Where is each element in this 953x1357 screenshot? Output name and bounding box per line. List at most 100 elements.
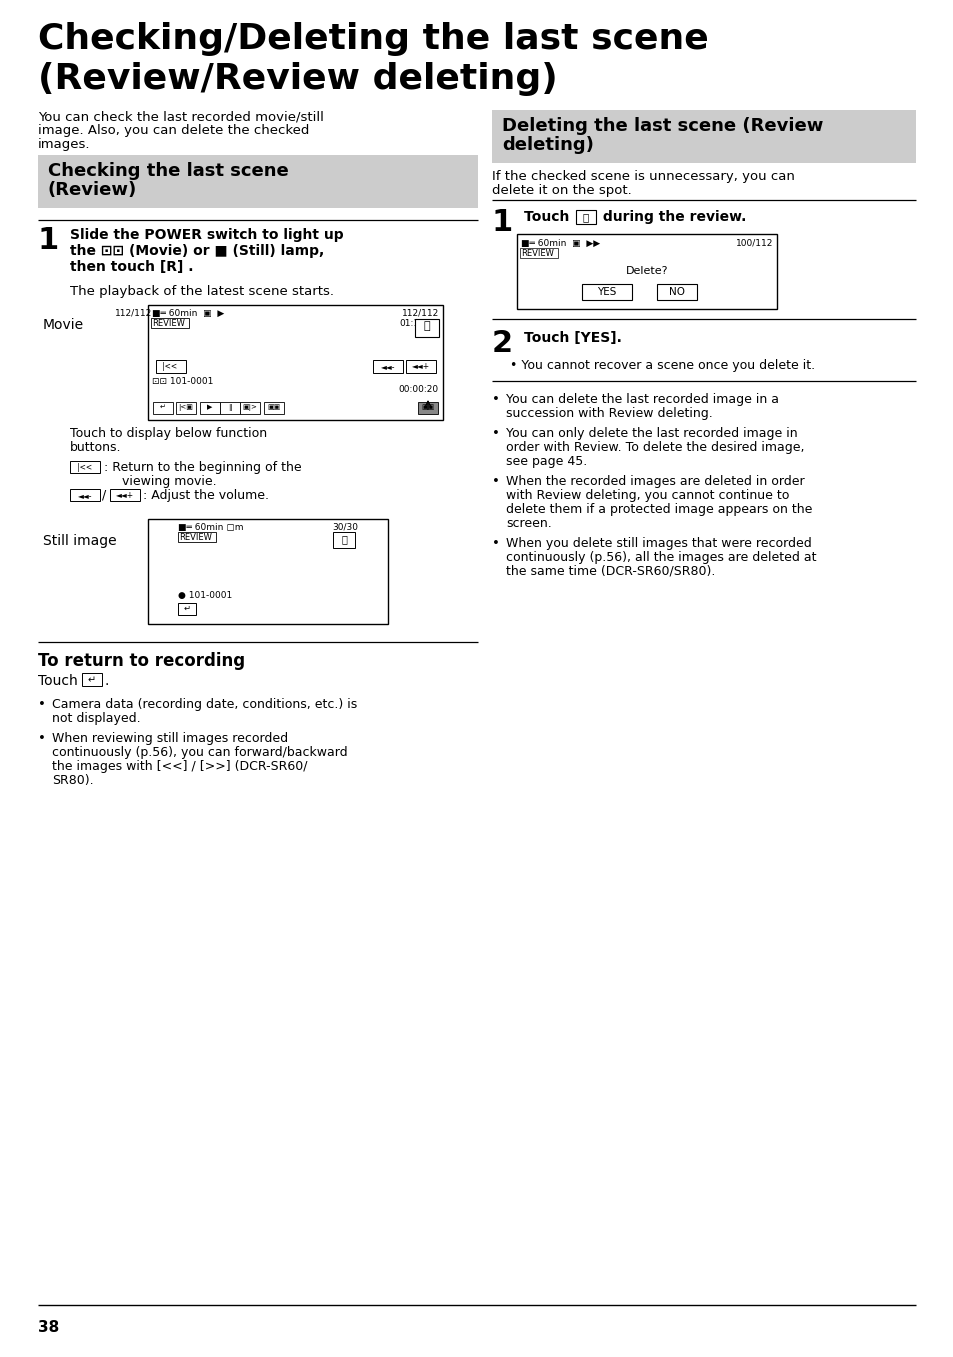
Text: |<<: |<< bbox=[162, 362, 179, 370]
Text: : Return to the beginning of the: : Return to the beginning of the bbox=[104, 461, 301, 474]
Text: •: • bbox=[38, 731, 46, 745]
Text: Touch: Touch bbox=[523, 210, 574, 224]
Text: /: / bbox=[102, 489, 106, 502]
Text: buttons.: buttons. bbox=[70, 441, 121, 455]
Text: delete them if a protected image appears on the: delete them if a protected image appears… bbox=[505, 503, 812, 516]
Text: •: • bbox=[492, 475, 499, 489]
Text: (Review): (Review) bbox=[48, 180, 137, 199]
Text: 1: 1 bbox=[38, 227, 59, 255]
Text: 112/112: 112/112 bbox=[114, 309, 152, 318]
Text: continuously (p.56), all the images are deleted at: continuously (p.56), all the images are … bbox=[505, 551, 816, 565]
Text: REVIEW: REVIEW bbox=[179, 533, 212, 541]
Text: ⓞ: ⓞ bbox=[423, 322, 430, 331]
Text: Deleting the last scene (Review: Deleting the last scene (Review bbox=[501, 117, 822, 134]
Text: images.: images. bbox=[38, 138, 91, 151]
Text: Delete?: Delete? bbox=[625, 266, 667, 275]
Text: .: . bbox=[105, 674, 110, 688]
Text: ↵: ↵ bbox=[88, 674, 96, 685]
Bar bbox=[517, 233, 776, 309]
Bar bbox=[581, 284, 631, 300]
Text: Still image: Still image bbox=[43, 535, 116, 548]
Text: the ⊡⊡ (Movie) or ■ (Still) lamp,: the ⊡⊡ (Movie) or ■ (Still) lamp, bbox=[70, 244, 324, 258]
Text: 2: 2 bbox=[492, 328, 513, 358]
Text: Movie: Movie bbox=[43, 318, 84, 332]
Text: To return to recording: To return to recording bbox=[38, 651, 245, 670]
Text: ⓞ: ⓞ bbox=[341, 535, 347, 544]
Text: ■═ 60min  ▣  ▶▶: ■═ 60min ▣ ▶▶ bbox=[520, 239, 599, 248]
Text: Touch: Touch bbox=[38, 674, 77, 688]
Text: REVIEW: REVIEW bbox=[152, 319, 185, 328]
Text: REVIEW: REVIEW bbox=[520, 248, 554, 258]
Bar bbox=[240, 402, 260, 414]
Text: ◄◄-: ◄◄- bbox=[380, 362, 395, 370]
Bar bbox=[492, 110, 915, 163]
Text: ■═ 60min  ▣  ▶: ■═ 60min ▣ ▶ bbox=[152, 309, 224, 318]
Bar bbox=[200, 402, 220, 414]
Text: 30/30: 30/30 bbox=[332, 522, 357, 532]
Text: ↵: ↵ bbox=[160, 404, 166, 410]
Text: •: • bbox=[492, 394, 499, 406]
Text: not displayed.: not displayed. bbox=[52, 712, 140, 725]
Text: NO: NO bbox=[668, 286, 684, 297]
Bar bbox=[151, 318, 189, 328]
Text: •: • bbox=[492, 537, 499, 550]
Bar bbox=[657, 284, 697, 300]
Text: If the checked scene is unnecessary, you can: If the checked scene is unnecessary, you… bbox=[492, 170, 794, 183]
Text: When you delete still images that were recorded: When you delete still images that were r… bbox=[505, 537, 811, 550]
Text: ▣▣: ▣▣ bbox=[267, 404, 280, 410]
Bar bbox=[406, 360, 436, 373]
Text: ◄◄+: ◄◄+ bbox=[116, 491, 134, 499]
Bar bbox=[333, 532, 355, 548]
Text: during the review.: during the review. bbox=[598, 210, 745, 224]
Text: The playback of the latest scene starts.: The playback of the latest scene starts. bbox=[70, 285, 334, 299]
Text: You can only delete the last recorded image in: You can only delete the last recorded im… bbox=[505, 427, 797, 440]
Text: 100/112: 100/112 bbox=[735, 239, 772, 248]
Bar bbox=[148, 518, 175, 624]
Text: then touch [R] .: then touch [R] . bbox=[70, 261, 193, 274]
Text: Touch to display below function: Touch to display below function bbox=[70, 427, 267, 440]
Text: screen.: screen. bbox=[505, 517, 551, 531]
Text: REVIEW: REVIEW bbox=[152, 319, 187, 328]
Bar bbox=[519, 248, 558, 258]
Text: succession with Review deleting.: succession with Review deleting. bbox=[505, 407, 712, 421]
Bar bbox=[220, 402, 240, 414]
Bar bbox=[70, 461, 100, 474]
Text: ⓞ: ⓞ bbox=[582, 212, 589, 223]
Text: When the recorded images are deleted in order: When the recorded images are deleted in … bbox=[505, 475, 803, 489]
Text: •: • bbox=[492, 427, 499, 440]
Text: Checking the last scene: Checking the last scene bbox=[48, 161, 289, 180]
Bar bbox=[417, 402, 437, 414]
Text: ▣|>: ▣|> bbox=[242, 404, 257, 411]
Text: •: • bbox=[38, 697, 46, 711]
Bar bbox=[373, 360, 402, 373]
Text: deleting): deleting) bbox=[501, 136, 594, 153]
Text: ◄◄-: ◄◄- bbox=[77, 491, 92, 499]
Bar bbox=[110, 489, 140, 501]
Text: the images with [<<] / [>>] (DCR-SR60/: the images with [<<] / [>>] (DCR-SR60/ bbox=[52, 760, 307, 773]
Text: You can check the last recorded movie/still: You can check the last recorded movie/st… bbox=[38, 110, 323, 123]
Text: |<▣: |<▣ bbox=[178, 404, 193, 411]
Text: (Review/Review deleting): (Review/Review deleting) bbox=[38, 62, 558, 96]
Text: When reviewing still images recorded: When reviewing still images recorded bbox=[52, 731, 288, 745]
Text: |<<: |<< bbox=[77, 463, 92, 472]
Bar bbox=[148, 305, 442, 421]
Bar bbox=[152, 402, 172, 414]
Text: You can delete the last recorded image in a: You can delete the last recorded image i… bbox=[505, 394, 779, 406]
Text: ▣▣: ▣▣ bbox=[421, 404, 435, 410]
Text: ■═ 60min ▢m: ■═ 60min ▢m bbox=[178, 522, 243, 532]
Bar bbox=[148, 518, 388, 624]
Text: delete it on the spot.: delete it on the spot. bbox=[492, 185, 631, 197]
Text: 1: 1 bbox=[492, 208, 513, 237]
Bar bbox=[70, 489, 100, 501]
Text: Touch [YES].: Touch [YES]. bbox=[523, 331, 621, 345]
Text: Slide the POWER switch to light up: Slide the POWER switch to light up bbox=[70, 228, 343, 242]
Text: image. Also, you can delete the checked: image. Also, you can delete the checked bbox=[38, 123, 309, 137]
Text: see page 45.: see page 45. bbox=[505, 455, 587, 468]
Text: 00:00:20: 00:00:20 bbox=[398, 384, 438, 394]
Text: 01:12:34: 01:12:34 bbox=[398, 319, 438, 328]
Text: SR80).: SR80). bbox=[52, 773, 93, 787]
Text: : Adjust the volume.: : Adjust the volume. bbox=[143, 489, 269, 502]
Text: continuously (p.56), you can forward/backward: continuously (p.56), you can forward/bac… bbox=[52, 746, 347, 759]
Bar bbox=[178, 603, 195, 615]
Text: the same time (DCR-SR60/SR80).: the same time (DCR-SR60/SR80). bbox=[505, 565, 715, 578]
